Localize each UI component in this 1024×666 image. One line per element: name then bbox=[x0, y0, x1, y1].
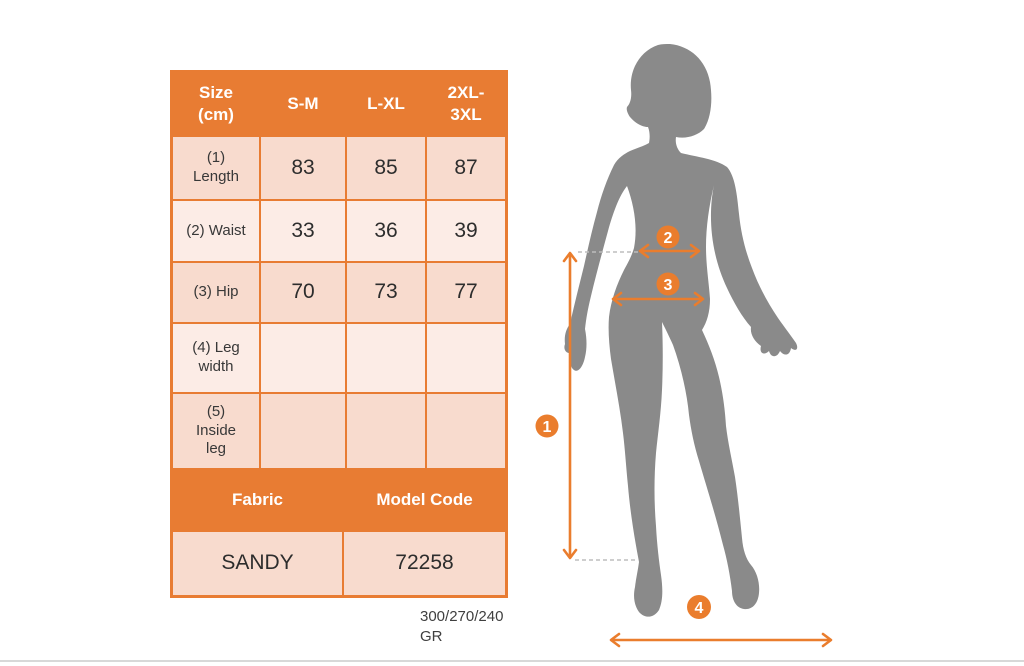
row-label-hip: (3) Hip bbox=[173, 263, 259, 322]
col-header-2xl-3xl: 2XL- 3XL bbox=[447, 82, 485, 124]
svg-text:2: 2 bbox=[664, 230, 673, 247]
measure-4-arrow bbox=[609, 632, 833, 648]
female-body-silhouette bbox=[564, 44, 798, 617]
cell-inside-leg-2xl-3xl bbox=[427, 394, 505, 468]
fabric-header: Fabric bbox=[231, 489, 284, 509]
svg-text:4: 4 bbox=[695, 600, 704, 617]
cell-hip-l-xl: 73 bbox=[347, 263, 425, 322]
cell-hip-s-m: 70 bbox=[261, 263, 345, 322]
measure-1-arrow bbox=[562, 251, 578, 560]
cell-inside-leg-l-xl bbox=[347, 394, 425, 468]
cell-hip-2xl-3xl: 77 bbox=[427, 263, 505, 322]
measure-1-badge: 1 bbox=[535, 414, 559, 438]
measure-2-badge: 2 bbox=[656, 225, 680, 249]
row-label-length: (1) Length bbox=[173, 137, 259, 199]
svg-text:3: 3 bbox=[664, 277, 673, 294]
col-header-size-cm: Size (cm) bbox=[198, 82, 234, 124]
cell-inside-leg-s-m bbox=[261, 394, 345, 468]
fabric-value: SANDY bbox=[173, 532, 342, 595]
bottom-divider bbox=[0, 660, 1024, 662]
cell-leg-width-2xl-3xl bbox=[427, 324, 505, 392]
cell-length-s-m: 83 bbox=[261, 137, 345, 199]
row-label-leg-width: (4) Leg width bbox=[173, 324, 259, 392]
cell-leg-width-l-xl bbox=[347, 324, 425, 392]
weight-note: 300/270/240 GR bbox=[420, 608, 504, 645]
svg-text:1: 1 bbox=[543, 419, 552, 436]
size-chart-table: Size (cm) S-M L-XL 2XL- 3XL (1) Length 8… bbox=[170, 70, 508, 598]
cell-length-l-xl: 85 bbox=[347, 137, 425, 199]
model-code-header: Model Code bbox=[376, 489, 473, 509]
col-header-l-xl: L-XL bbox=[367, 93, 405, 113]
cell-waist-s-m: 33 bbox=[261, 201, 345, 261]
cell-length-2xl-3xl: 87 bbox=[427, 137, 505, 199]
cell-leg-width-s-m bbox=[261, 324, 345, 392]
measure-2-arrow bbox=[638, 243, 701, 259]
row-label-waist: (2) Waist bbox=[173, 201, 259, 261]
product-info-grid: Fabric Model Code SANDY 72258 bbox=[173, 470, 505, 595]
cell-waist-l-xl: 36 bbox=[347, 201, 425, 261]
measure-3-arrow bbox=[611, 291, 705, 307]
measure-4-badge: 4 bbox=[687, 595, 711, 619]
cell-waist-2xl-3xl: 39 bbox=[427, 201, 505, 261]
measure-3-badge: 3 bbox=[656, 272, 680, 296]
row-label-inside-leg: (5) Inside leg bbox=[173, 394, 259, 468]
measurements-grid: Size (cm) S-M L-XL 2XL- 3XL (1) Length 8… bbox=[173, 73, 505, 468]
col-header-s-m: S-M bbox=[287, 93, 319, 113]
model-code-value: 72258 bbox=[344, 532, 505, 595]
